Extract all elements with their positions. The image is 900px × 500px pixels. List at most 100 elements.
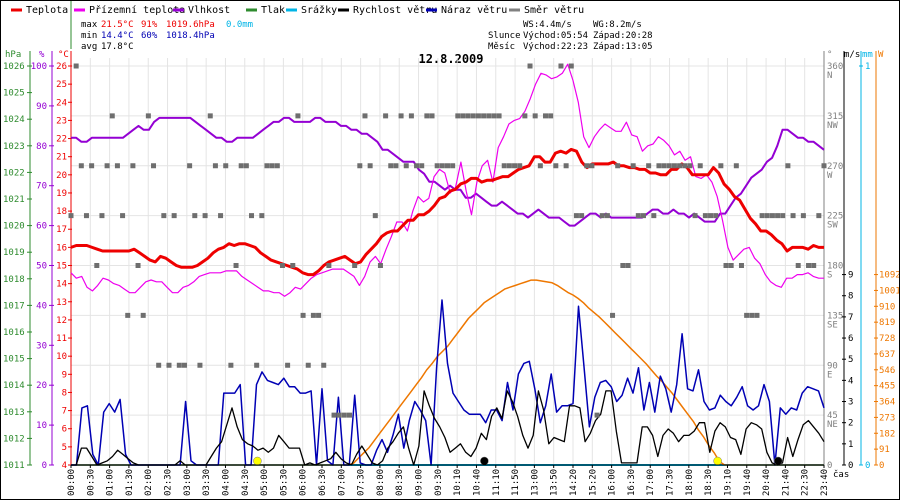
pressure-tick-label: 1016 [3, 328, 25, 338]
humidity-tick-label: 90 [36, 102, 47, 112]
wind-direction-point [506, 163, 512, 169]
temperature-tick-label: 4 [62, 461, 67, 471]
solar-tick-label: 728 [879, 334, 895, 344]
x-tick-label: 15:20 [588, 469, 598, 496]
temperature-tick-label: 21 [56, 153, 67, 163]
wind-direction-point [78, 163, 84, 169]
stats-max-temp: 21.5°C [101, 20, 134, 30]
pressure-tick-label: 1015 [3, 355, 25, 365]
wind-direction-point [73, 63, 79, 69]
stats-min-press: 1018.4hPa [166, 31, 215, 41]
wind-direction-point [321, 362, 327, 368]
x-axis: 00:00 00:30 01:00 01:30 02:00 02:30 03:00 03:30… [67, 464, 849, 496]
wind-direction-point [383, 113, 389, 119]
moon-label: Měsíc [488, 42, 515, 52]
wind-direction-point [512, 163, 518, 169]
wind-direction-point [414, 163, 420, 169]
wind-direction-point [821, 163, 827, 169]
pressure-tick-label: 1018 [3, 275, 25, 285]
wind-direction-point [615, 163, 621, 169]
x-tick-label: 04:00 [221, 469, 231, 496]
wind-direction-point [733, 163, 739, 169]
wind-direction-point [192, 213, 198, 219]
wind-direction-point [130, 163, 136, 169]
wind-direction-point [759, 213, 765, 219]
x-tick-label: 05:30 [279, 469, 289, 496]
stats-box: max 21.5°C 91% 1019.6hPa 0.0mm min 14.4°… [81, 20, 253, 52]
pressure-tick-label: 1011 [3, 461, 25, 471]
wind-direction-point [285, 362, 291, 368]
series-teplota [70, 147, 824, 277]
grid [70, 58, 825, 466]
legend-label: Náraz větru [441, 4, 507, 16]
wind-direction-point [367, 163, 373, 169]
rain-tick-label: 0 [865, 461, 870, 471]
direction-tick-dir: S [827, 271, 832, 281]
wind-direction-point [589, 163, 595, 169]
wind-direction-point [811, 263, 817, 268]
x-tick-label: 00:00 [67, 469, 77, 496]
wind-direction-point [780, 213, 786, 219]
wind-direction-point [640, 213, 646, 219]
humidity-tick-label: 10 [36, 421, 47, 431]
wind-direction-point [393, 163, 399, 169]
wind-direction-point [501, 163, 507, 169]
solar-tick-label: 546 [879, 366, 895, 376]
wind-direction-point [445, 163, 450, 169]
wind-tick-label: 3 [848, 398, 853, 408]
wind-direction-point [816, 213, 822, 219]
wind-direction-point [486, 113, 492, 119]
wind-tick-label: 7 [848, 313, 853, 323]
wind-direction-point [341, 412, 347, 418]
temperature-tick-label: 15 [56, 262, 67, 272]
wind-direction-point [331, 412, 337, 418]
x-tick-label: 08:00 [376, 469, 386, 496]
pressure-tick-label: 1026 [3, 62, 25, 72]
temperature-tick-label: 10 [56, 352, 67, 362]
solar-axis-unit: W [878, 50, 884, 60]
solar-tick-label: 910 [879, 302, 895, 312]
direction-tick-dir: NE [827, 420, 838, 430]
wind-direction-point [687, 163, 693, 169]
wind-direction-point [764, 213, 770, 219]
wind-direction-point [83, 213, 89, 219]
wind-direction-point [202, 213, 208, 219]
wind-tick-label: 9 [848, 271, 853, 281]
humidity-tick-label: 80 [36, 142, 47, 152]
wind-direction-point [651, 213, 657, 219]
wind-direction-point [532, 113, 538, 119]
solar-tick-label: 819 [879, 318, 895, 328]
wind-direction-point [295, 113, 301, 119]
wind-direction-point [738, 263, 744, 268]
x-tick-label: 14:20 [569, 469, 579, 496]
direction-tick-label: 225 [827, 212, 843, 222]
x-tick-label: 03:00 [183, 469, 193, 496]
moon-rise: Východ:22:23 [523, 42, 588, 52]
x-tick-label: 00:30 [86, 469, 96, 496]
wind-direction-point [460, 113, 466, 119]
wind-direction-point [455, 113, 461, 119]
x-axis-label: čas [833, 469, 849, 480]
legend-label: Směr větru [524, 4, 584, 16]
x-tick-label: 23:40 [820, 469, 830, 496]
solar-tick-label: 364 [879, 398, 895, 408]
wind-direction-point [151, 163, 157, 169]
wind-direction-point [604, 213, 610, 219]
sun-set: Západ:20:28 [593, 31, 653, 41]
x-tick-label: 06:00 [299, 469, 309, 496]
wind-direction-point [568, 63, 574, 69]
wind-direction-point [207, 113, 213, 119]
wind-direction-point [362, 113, 368, 119]
direction-tick-label: 180 [827, 262, 843, 272]
wind-axis-unit: m/s [844, 50, 860, 60]
wind-direction-point [145, 113, 151, 119]
x-tick-label: 16:00 [608, 469, 618, 496]
wind-direction-point [610, 312, 616, 318]
pressure-tick-label: 1019 [3, 248, 25, 258]
wind-direction-point [708, 213, 714, 219]
stats-max-hum: 91% [141, 20, 158, 30]
x-tick-label: 11:50 [511, 469, 521, 496]
x-tick-label: 02:00 [144, 469, 154, 496]
pressure-tick-label: 1014 [3, 381, 25, 391]
wind-direction-point [161, 213, 167, 219]
